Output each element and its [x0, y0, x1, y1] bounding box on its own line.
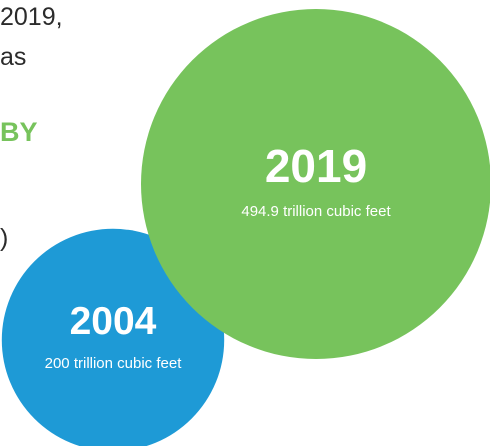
partial-text-as: as	[0, 43, 27, 71]
partial-text-year: 2019,	[0, 3, 63, 31]
bubble-group-2019: 2019 494.9 trillion cubic feet	[141, 9, 490, 359]
bubble-2004	[1, 228, 225, 446]
partial-heading-by: BY	[0, 117, 38, 147]
bubble-value-label-2019: 494.9 trillion cubic feet	[241, 203, 391, 220]
bubble-2019	[141, 9, 490, 359]
partial-text-paren: )	[0, 224, 9, 252]
bubble-group-2004: 2004 200 trillion cubic feet	[1, 228, 225, 446]
bubble-year-label-2004: 2004	[70, 300, 157, 343]
bubble-value-label-2004: 200 trillion cubic feet	[45, 355, 183, 372]
bubble-year-label-2019: 2019	[265, 140, 367, 192]
